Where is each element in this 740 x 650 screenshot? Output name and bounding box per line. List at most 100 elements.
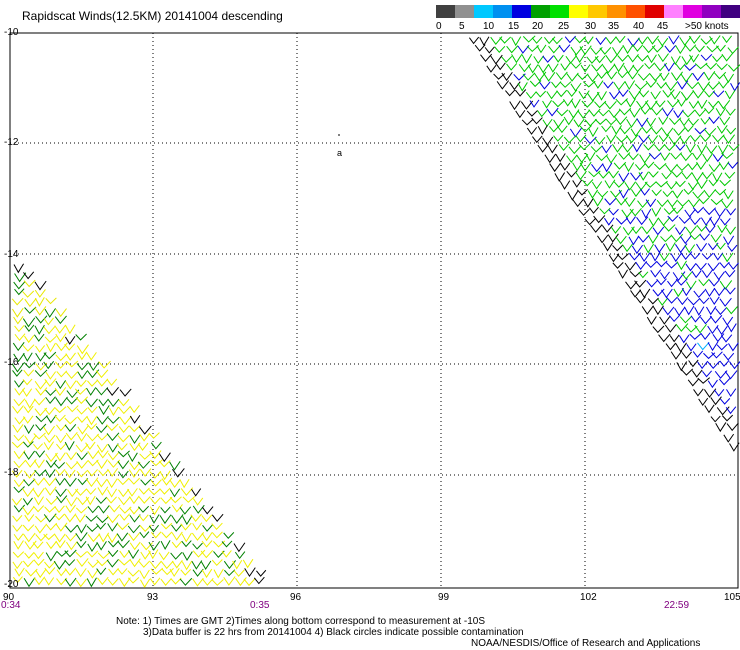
wind-barb: [720, 217, 731, 226]
wind-barb: [651, 207, 662, 217]
wind-barb: [706, 306, 717, 316]
wind-barb: [64, 513, 77, 523]
wind-barb: [149, 450, 162, 460]
wind-barb: [723, 433, 735, 443]
wind-barb: [55, 396, 68, 407]
wind-barb: [594, 118, 607, 125]
wind-barb: [96, 478, 108, 488]
island-marker: a: [337, 148, 342, 158]
wind-barb: [605, 53, 618, 64]
wind-barb: [678, 216, 692, 224]
wind-barb: [35, 423, 47, 431]
wind-barb: [664, 143, 676, 152]
wind-barb: [107, 452, 119, 461]
wind-barb: [128, 532, 140, 542]
legend-labels: 0 5 10 15 20 25 30 35 40 45 >50 knots: [436, 18, 740, 32]
wind-barb: [127, 576, 140, 584]
wind-barb: [490, 36, 503, 46]
legend-label: 5: [459, 21, 465, 32]
wind-barb: [725, 406, 737, 415]
legend-swatch: [664, 5, 683, 18]
wind-barb: [597, 234, 609, 244]
wind-barb: [486, 64, 497, 73]
wind-barb: [689, 134, 702, 143]
wind-barb: [714, 370, 728, 379]
wind-barb: [660, 152, 671, 162]
wind-barb: [117, 568, 128, 575]
wind-barb: [22, 415, 34, 424]
wind-barb: [77, 425, 89, 435]
wind-barb: [182, 515, 193, 526]
wind-barb: [117, 434, 130, 443]
wind-barb: [604, 217, 615, 226]
wind-barb: [587, 74, 599, 83]
wind-barb: [149, 514, 160, 524]
legend-swatch: [683, 5, 702, 18]
wind-barb: [626, 118, 638, 128]
wind-barb: [692, 152, 703, 161]
wind-barb: [13, 460, 26, 469]
wind-barb: [139, 569, 150, 580]
wind-barb: [169, 496, 182, 504]
wind-barb: [45, 389, 57, 396]
wind-barb: [602, 64, 616, 74]
wind-barb: [109, 504, 121, 513]
wind-barb: [87, 459, 99, 467]
legend-swatch: [474, 5, 493, 18]
wind-barb: [23, 478, 36, 487]
wind-barb: [566, 89, 578, 98]
wind-barb: [96, 541, 107, 551]
wind-barb: [578, 208, 590, 216]
wind-barb: [618, 152, 631, 160]
wind-barb: [139, 433, 150, 442]
wind-barb: [13, 398, 26, 407]
wind-barb: [256, 569, 267, 577]
wind-barb: [23, 577, 36, 588]
wind-barb: [64, 549, 77, 558]
wind-barb: [571, 62, 582, 69]
wind-barb: [13, 263, 25, 274]
wind-barb: [34, 324, 45, 335]
wind-barb: [656, 278, 667, 286]
wind-barb: [95, 522, 107, 530]
wind-barb: [546, 90, 558, 100]
wind-barb: [658, 134, 670, 143]
wind-barb: [86, 550, 99, 558]
wind-barb: [621, 208, 634, 219]
wind-barb: [161, 567, 174, 576]
wind-barb: [98, 532, 110, 543]
wind-barb: [715, 242, 726, 250]
wind-barb: [529, 99, 540, 108]
wind-barb: [44, 567, 56, 575]
wind-barb: [138, 496, 151, 504]
wind-barb: [687, 162, 699, 171]
wind-barb: [23, 271, 35, 280]
wind-barb: [680, 152, 693, 162]
wind-barb: [201, 540, 213, 548]
wind-barb: [683, 125, 694, 133]
wind-barb: [662, 306, 675, 316]
wind-barb: [647, 54, 657, 64]
wind-barb: [707, 325, 719, 335]
wind-barb: [664, 323, 677, 333]
wind-barb: [574, 53, 586, 63]
wind-barb: [655, 180, 668, 188]
wind-barb: [684, 44, 697, 52]
wind-barb: [98, 360, 111, 369]
wind-barb: [96, 459, 108, 470]
wind-barb: [56, 423, 67, 432]
wind-barb: [613, 161, 627, 170]
wind-speed-legend: 0 5 10 15 20 25 30 35 40 45 >50 knots: [436, 5, 740, 32]
wind-barb: [645, 80, 658, 88]
wind-barb: [704, 404, 715, 414]
wind-barb: [605, 154, 618, 164]
wind-barb: [23, 369, 35, 377]
wind-barb: [160, 540, 171, 550]
wind-barb: [696, 179, 708, 190]
wind-barb: [127, 569, 140, 577]
wind-barb: [34, 306, 47, 316]
wind-barb: [679, 334, 690, 344]
wind-barb: [575, 170, 587, 181]
wind-barb: [518, 63, 532, 73]
wind-barb: [616, 253, 630, 261]
